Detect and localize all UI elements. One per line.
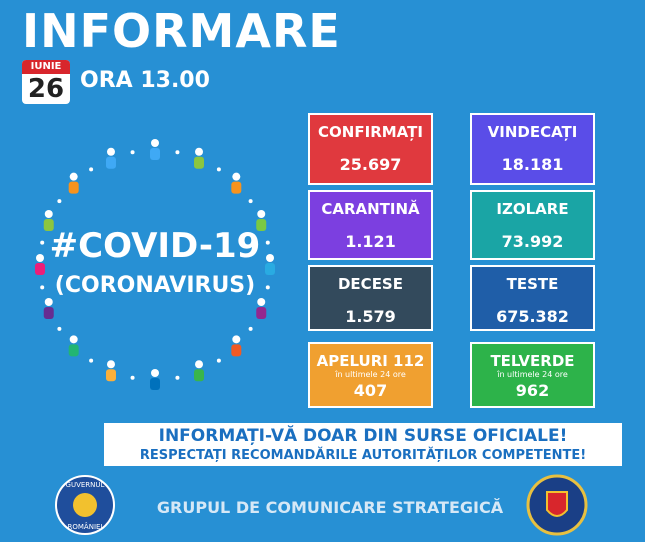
person-icon xyxy=(43,298,54,320)
seal-text: ROMÂNIEI xyxy=(68,522,103,531)
ring-dot xyxy=(130,375,135,380)
person-icon xyxy=(43,209,54,231)
person-icon xyxy=(256,209,267,231)
tile-note: în ultimele 24 ore xyxy=(497,370,568,379)
stat-tile: CONFIRMAȚI 25.697 xyxy=(308,113,433,185)
emblem-hashtag: #COVID-19 xyxy=(50,226,261,266)
tile-note: în ultimele 24 ore xyxy=(335,370,406,379)
tile-label: CONFIRMAȚI xyxy=(318,123,423,141)
tile-value: 1.579 xyxy=(345,307,396,326)
person-icon xyxy=(35,254,45,275)
calendar: IUNIE 26 xyxy=(22,60,70,104)
ring-dot xyxy=(130,150,135,155)
government-seal: GUVERNUL ROMÂNIEI xyxy=(55,475,115,535)
ring-dot xyxy=(265,285,270,290)
ring-dot xyxy=(89,167,94,172)
ring-dot xyxy=(216,358,221,363)
stat-tile: APELURI 112 în ultimele 24 ore 407 xyxy=(308,342,433,408)
footer: GRUPUL DE COMUNICARE STRATEGICĂ xyxy=(156,498,504,517)
person-icon xyxy=(105,147,116,169)
stat-tile: CARANTINĂ 1.121 xyxy=(308,190,433,260)
stat-tile: IZOLARE 73.992 xyxy=(470,190,595,260)
ring-dot xyxy=(40,285,45,290)
person-icon xyxy=(150,369,160,390)
ring-dot xyxy=(175,375,180,380)
tile-label: IZOLARE xyxy=(496,200,569,218)
person-icon xyxy=(256,298,267,320)
person-icon xyxy=(105,360,116,382)
time: ORA 13.00 xyxy=(80,68,210,93)
tile-label: APELURI 112 xyxy=(316,352,425,370)
title: INFORMARE xyxy=(22,4,341,58)
ring-dot xyxy=(89,358,94,363)
ring-dot xyxy=(265,240,270,245)
stat-tile: TESTE 675.382 xyxy=(470,265,595,331)
tile-label: DECESE xyxy=(337,275,403,293)
emblem-subtitle: (CORONAVIRUS) xyxy=(55,273,255,298)
tile-label: TELVERDE xyxy=(490,352,575,370)
calendar-day: 26 xyxy=(27,74,65,104)
tile-value: 73.992 xyxy=(501,232,564,251)
banner: INFORMAȚI-VĂ DOAR DIN SURSE OFICIALE! RE… xyxy=(104,423,622,466)
ring-dot xyxy=(57,199,62,204)
person-icon xyxy=(231,335,242,357)
person-icon xyxy=(231,172,242,194)
banner-line: RESPECTAȚI RECOMANDĂRILE AUTORITĂȚILOR C… xyxy=(139,448,587,463)
seal-shield xyxy=(546,491,568,517)
ring-dot xyxy=(248,326,253,331)
tile-value: 1.121 xyxy=(345,232,396,251)
tile-value: 962 xyxy=(515,381,550,400)
seal-center xyxy=(73,493,97,517)
ring-dot xyxy=(175,150,180,155)
tile-label: CARANTINĂ xyxy=(321,200,420,218)
person-icon xyxy=(68,335,79,357)
stat-tile: DECESE 1.579 xyxy=(308,265,433,331)
calendar-month: IUNIE xyxy=(22,60,70,74)
tile-value: 18.181 xyxy=(501,155,564,174)
stat-tile: TELVERDE în ultimele 24 ore 962 xyxy=(470,342,595,408)
tile-label: TESTE xyxy=(506,275,559,293)
person-icon xyxy=(194,360,205,382)
ministry-seal xyxy=(526,474,588,536)
ring-dot xyxy=(57,326,62,331)
person-icon xyxy=(68,172,79,194)
tile-value: 675.382 xyxy=(496,307,569,326)
people-ring xyxy=(35,139,275,390)
person-icon xyxy=(265,254,275,275)
banner-line: INFORMAȚI-VĂ DOAR DIN SURSE OFICIALE! xyxy=(158,426,568,446)
seal-text: GUVERNUL xyxy=(66,481,105,489)
person-icon xyxy=(150,139,160,160)
tile-label: VINDECAȚI xyxy=(487,123,578,141)
stat-tile: VINDECAȚI 18.181 xyxy=(470,113,595,185)
tile-value: 407 xyxy=(353,381,388,400)
person-icon xyxy=(194,147,205,169)
ring-dot xyxy=(216,167,221,172)
emblem: #COVID-19 (CORONAVIRUS) xyxy=(35,139,275,390)
ring-dot xyxy=(40,240,45,245)
tile-value: 25.697 xyxy=(339,155,402,174)
ring-dot xyxy=(248,199,253,204)
